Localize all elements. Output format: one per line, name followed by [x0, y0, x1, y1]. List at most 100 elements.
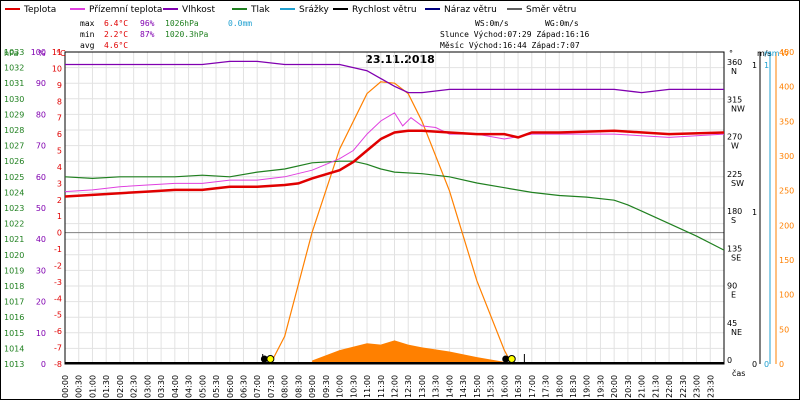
time-tick-label: 05:30 — [212, 375, 221, 398]
time-tick-label: 02:00 — [116, 375, 125, 398]
temperature-tick-label: 11 — [52, 48, 62, 57]
legend-label-teplota: Teplota — [23, 5, 56, 15]
temperature-tick-label: 7 — [57, 114, 62, 123]
solar-tick-label: 350 — [779, 117, 794, 126]
time-tick-label: 04:00 — [171, 375, 180, 398]
stat-max-label: max — [80, 19, 95, 28]
stat-avg-label: avg — [80, 41, 95, 50]
time-tick-label: 04:30 — [185, 375, 194, 398]
humidity-tick-label: 100 — [31, 48, 46, 57]
humidity-tick-label: 50 — [36, 204, 46, 213]
pressure-tick-label: 1028 — [4, 126, 24, 135]
time-tick-label: 11:00 — [363, 375, 372, 398]
pressure-tick-label: 1030 — [4, 95, 24, 104]
pressure-line — [64, 160, 725, 251]
temperature-tick-label: 1 — [57, 212, 62, 221]
direction-name-label: SE — [731, 253, 741, 262]
humidity-tick-label: 90 — [36, 79, 46, 88]
time-tick-label: 14:30 — [459, 375, 468, 398]
pressure-tick-label: 1032 — [4, 64, 24, 73]
solar-tick-label: 0 — [779, 360, 784, 369]
time-tick-label: 05:00 — [198, 375, 207, 398]
humidity-tick-label: 0 — [41, 360, 46, 369]
legend-label-smer: Směr větru — [526, 5, 576, 15]
time-tick-label: 16:30 — [514, 375, 523, 398]
direction-tick-label: 180 — [727, 207, 742, 216]
time-tick-label: 03:30 — [157, 375, 166, 398]
time-tick-label: 10:00 — [336, 375, 345, 398]
direction-tick-label: 225 — [727, 170, 742, 179]
pressure-tick-label: 1013 — [4, 360, 24, 369]
time-tick-label: 13:30 — [432, 375, 441, 398]
temperature-tick-label: 10 — [52, 64, 62, 73]
direction-name-label: N — [731, 67, 737, 76]
direction-tick-label: 360 — [727, 58, 742, 67]
humidity-tick-label: 80 — [36, 110, 46, 119]
time-tick-label: 14:00 — [445, 375, 454, 398]
legend-label-naraz: Náraz větru — [444, 5, 497, 15]
time-tick-label: 18:00 — [555, 375, 564, 398]
wind-tick-label: 0 — [752, 360, 757, 369]
legend-label-srazky: Srážky — [299, 5, 330, 15]
stats-block: max 6.4°C 96% 1026hPa 0.0mm min 2.2°C 87… — [80, 19, 252, 50]
info-sun: Slunce Východ:07:29 Západ:16:16 — [440, 30, 589, 39]
solar-tick-label: 50 — [779, 325, 789, 334]
solar-tick-label: 150 — [779, 256, 794, 265]
direction-name-label: S — [731, 216, 736, 225]
time-tick-label: 19:00 — [583, 375, 592, 398]
solar-tick-label: 100 — [779, 291, 794, 300]
temperature-tick-label: 4 — [57, 163, 62, 172]
rain-tick-label: 0 — [764, 360, 769, 369]
humidity-line — [65, 60, 724, 94]
legend-label-vlhkost: Vlhkost — [182, 5, 215, 15]
time-tick-label: 15:00 — [473, 375, 482, 398]
pressure-tick-label: 1029 — [4, 110, 24, 119]
time-tick-label: 21:00 — [638, 375, 647, 398]
rain-axis: 10 — [764, 52, 771, 369]
direction-tick-label: 90 — [727, 282, 737, 291]
humidity-tick-label: 60 — [36, 173, 46, 182]
plot-grid — [64, 51, 725, 365]
temperature-tick-label: -8 — [54, 360, 62, 369]
axis-label-temperature: °C — [56, 49, 66, 58]
solar-tick-label: 450 — [779, 48, 794, 57]
time-tick-label: 12:30 — [404, 375, 413, 398]
pressure-tick-label: 1024 — [4, 188, 24, 197]
stat-max-rain: 0.0mm — [228, 19, 252, 28]
time-tick-label: 03:00 — [143, 375, 152, 398]
temperature-tick-label: 8 — [57, 97, 62, 106]
time-tick-label: 23:30 — [706, 375, 715, 398]
humidity-tick-label: 30 — [36, 266, 46, 275]
pressure-tick-label: 1033 — [4, 48, 24, 57]
solar-tick-label: 400 — [779, 83, 794, 92]
pressure-tick-label: 1026 — [4, 157, 24, 166]
time-tick-label: 10:30 — [349, 375, 358, 398]
humidity-tick-label: 10 — [36, 329, 46, 338]
direction-name-label: W — [731, 142, 739, 151]
time-tick-label: 20:30 — [624, 375, 633, 398]
time-tick-label: 15:30 — [487, 375, 496, 398]
legend: Teplota Přízemní teplota Vlhkost Tlak Sr… — [5, 5, 576, 15]
solar-axis: 450 400 350 300 250 200 150 100 50 0 — [775, 48, 794, 369]
time-tick-label: 07:30 — [267, 375, 276, 398]
temperature-tick-label: 2 — [57, 196, 62, 205]
time-tick-label: 02:30 — [130, 375, 139, 398]
pressure-tick-label: 1014 — [4, 344, 24, 353]
time-tick-label: 17:30 — [542, 375, 551, 398]
chart-series — [64, 60, 725, 365]
axis-label-pressure: hPa — [4, 49, 19, 58]
pressure-tick-label: 1019 — [4, 266, 24, 275]
time-tick-label: 01:30 — [102, 375, 111, 398]
time-tick-label: 13:00 — [418, 375, 427, 398]
chart-title: 23.11.2018 — [365, 53, 435, 66]
time-tick-label: 19:30 — [596, 375, 605, 398]
solar-tick-label: 300 — [779, 152, 794, 161]
axis-label-wind: m/s — [757, 49, 772, 58]
time-tick-label: 08:00 — [281, 375, 290, 398]
axis-label-time: čas — [732, 368, 745, 378]
stat-max-temp: 6.4°C — [104, 19, 128, 28]
time-tick-label: 16:00 — [500, 375, 509, 398]
axis-label-solar: W — [781, 49, 789, 58]
time-tick-label: 23:00 — [693, 375, 702, 398]
